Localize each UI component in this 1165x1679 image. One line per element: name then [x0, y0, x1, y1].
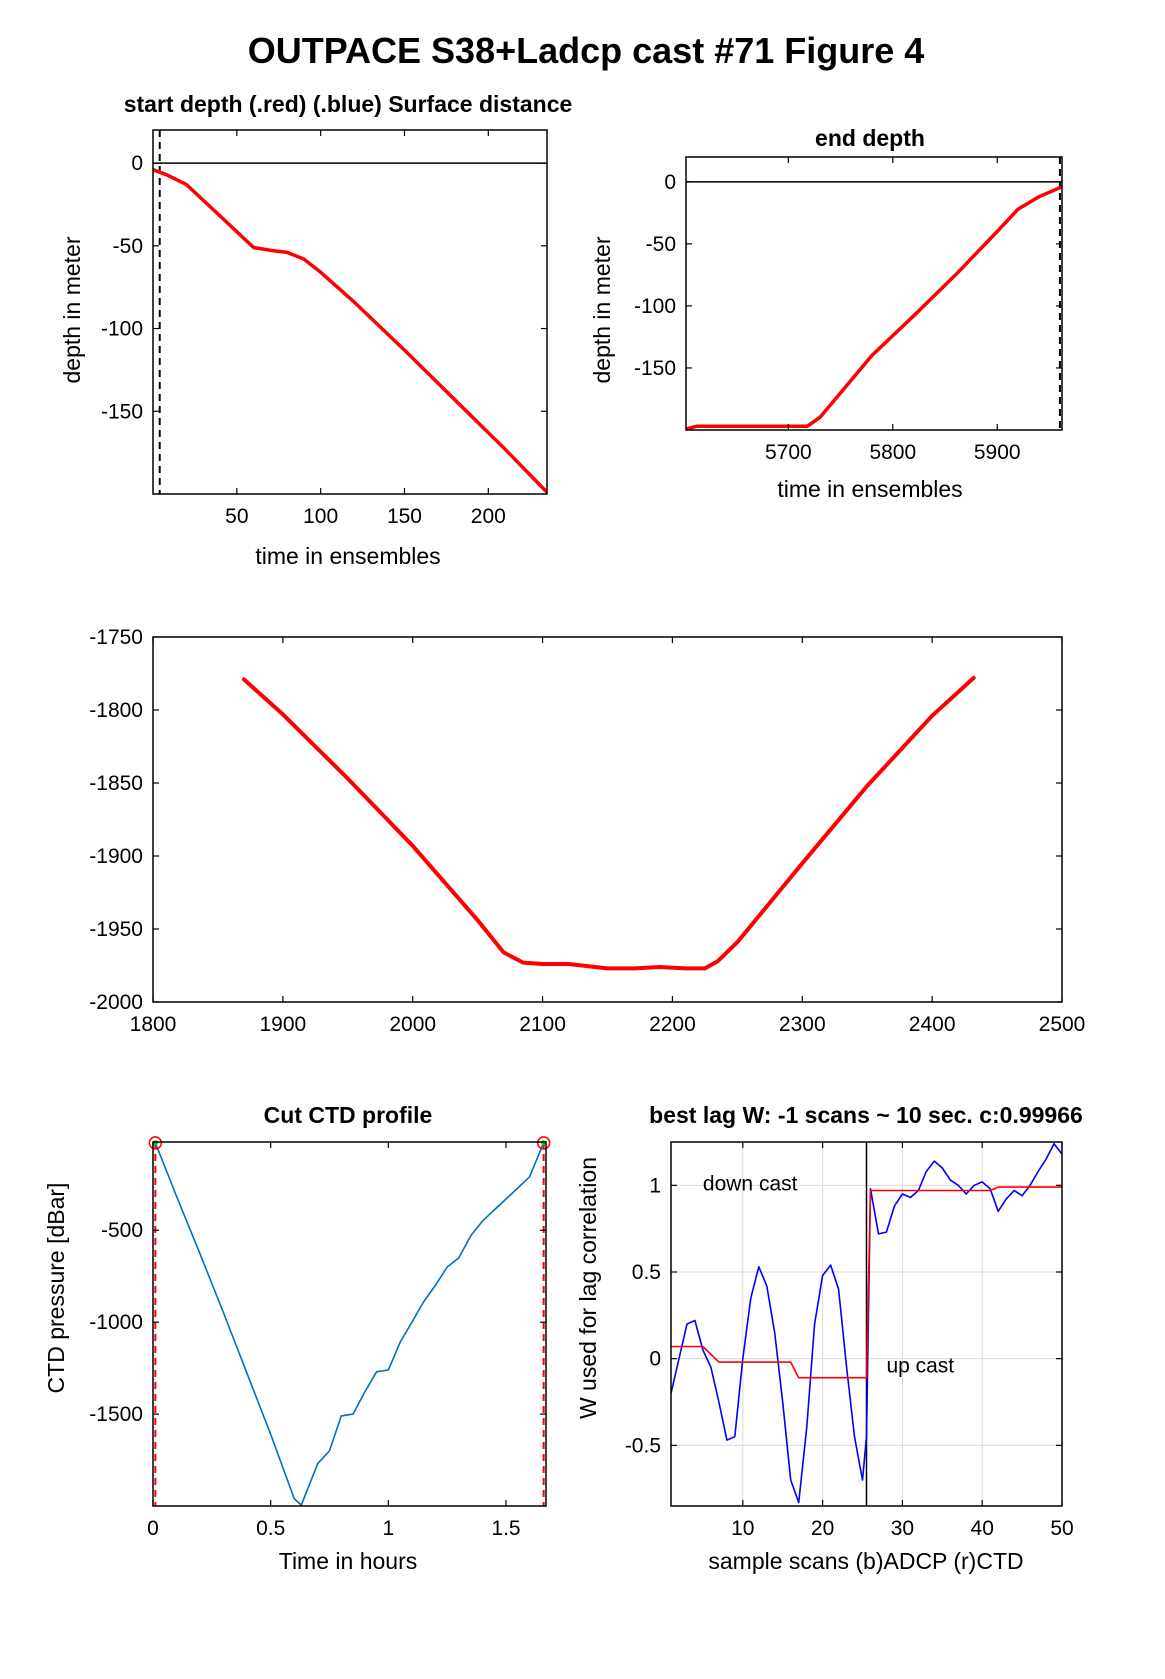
y-tick-label: -100 [634, 295, 676, 318]
axes-box [152, 129, 548, 495]
annotation-label: up cast [886, 1355, 954, 1378]
start-depth-plot-title: start depth (.red) (.blue) Surface dista… [124, 91, 573, 117]
y-tick-label: 0 [649, 1348, 661, 1371]
end-depth-plot-title: end depth [815, 125, 925, 151]
endpoint-circle [536, 1136, 551, 1150]
x-tick-label: 2500 [1039, 1013, 1086, 1036]
x-tick-label: 0 [147, 1517, 159, 1540]
annotation-label: down cast [703, 1173, 798, 1196]
x-tick-label: 150 [387, 505, 422, 528]
x-tick-label: 2400 [909, 1013, 956, 1036]
end-depth-plot-ylabel: depth in meter [589, 236, 615, 383]
y-tick-label: -50 [646, 233, 676, 256]
bottom-depth-plot: 1800 1900 2000 2100 2200 2300 2400 2500 -1750 -18… [89, 626, 1085, 1036]
axes-box [670, 1141, 1063, 1507]
y-tick-label: -50 [113, 235, 143, 258]
x-tick-label: 5900 [974, 441, 1021, 464]
start-depth-plot-xlabel: time in ensembles [255, 543, 440, 569]
x-tick-label: 50 [225, 505, 248, 528]
y-tick-label: -1950 [89, 918, 143, 941]
y-tick-label: -1850 [89, 772, 143, 795]
x-tick-label: 1.5 [491, 1517, 520, 1540]
x-tick-label: 1900 [259, 1013, 306, 1036]
end-depth-plot: end depth time in ensembles depth in met… [589, 125, 1063, 502]
x-tick-label: 40 [971, 1517, 994, 1540]
x-tick-label: 2100 [519, 1013, 566, 1036]
y-tick-label: -100 [101, 318, 143, 341]
x-tick-label: 100 [303, 505, 338, 528]
y-tick-label: -1000 [89, 1311, 143, 1334]
end-depth-plot-xlabel: time in ensembles [777, 476, 962, 502]
axes-box [152, 1141, 547, 1507]
y-tick-label: -1500 [89, 1403, 143, 1426]
x-tick-label: 2200 [649, 1013, 696, 1036]
y-tick-label: 0 [664, 171, 676, 194]
y-tick-label: 0 [131, 152, 143, 175]
x-tick-label: 1800 [130, 1013, 177, 1036]
start-depth-plot: start depth (.red) (.blue) Surface dista… [59, 91, 572, 569]
y-tick-label: -0.5 [625, 1434, 661, 1457]
lag-correlation-plot: best lag W: -1 scans ~ 10 sec. c:0.99966… [575, 1102, 1083, 1574]
x-tick-label: 5700 [765, 441, 812, 464]
x-tick-label: 5800 [869, 441, 916, 464]
y-tick-label: 0.5 [632, 1261, 661, 1284]
series-line-red [686, 185, 1062, 430]
y-tick-label: -1900 [89, 845, 143, 868]
axes-box [152, 636, 1063, 1003]
endpoint-circle [148, 1136, 163, 1150]
y-tick-label: -2000 [89, 991, 143, 1014]
lag-correlation-ylabel: W used for lag correlation [575, 1157, 601, 1419]
figure-title: OUTPACE S38+Ladcp cast #71 Figure 4 [248, 30, 925, 71]
lag-correlation-xlabel: sample scans (b)ADCP (r)CTD [708, 1548, 1023, 1574]
x-tick-label: 20 [811, 1517, 834, 1540]
series-line-red [241, 675, 976, 971]
series-line-blue [671, 1142, 1062, 1504]
y-tick-label: -150 [634, 357, 676, 380]
lag-correlation-title: best lag W: -1 scans ~ 10 sec. c:0.99966 [649, 1102, 1083, 1128]
x-tick-label: 0.5 [256, 1517, 285, 1540]
cut-ctd-profile-ylabel: CTD pressure [dBar] [43, 1183, 69, 1394]
x-tick-label: 2000 [389, 1013, 436, 1036]
axes-box [685, 156, 1063, 431]
cut-ctd-profile-plot: Cut CTD profile Time in hours CTD pressu… [43, 1102, 551, 1574]
y-tick-label: -1750 [89, 626, 143, 649]
x-tick-label: 2300 [779, 1013, 826, 1036]
y-tick-label: -150 [101, 400, 143, 423]
x-tick-label: 1 [382, 1517, 394, 1540]
series-line-red [153, 167, 547, 494]
x-tick-label: 200 [471, 505, 506, 528]
x-tick-label: 10 [731, 1517, 754, 1540]
series-line-red [671, 1186, 1062, 1379]
y-tick-label: -500 [101, 1219, 143, 1242]
x-tick-label: 30 [891, 1517, 914, 1540]
cut-ctd-profile-xlabel: Time in hours [279, 1548, 417, 1574]
y-tick-label: 1 [649, 1174, 661, 1197]
cut-ctd-profile-title: Cut CTD profile [264, 1102, 433, 1128]
series-line-ctd [154, 1142, 545, 1506]
y-tick-label: -1800 [89, 699, 143, 722]
x-tick-label: 50 [1050, 1517, 1073, 1540]
start-depth-plot-ylabel: depth in meter [59, 236, 85, 383]
